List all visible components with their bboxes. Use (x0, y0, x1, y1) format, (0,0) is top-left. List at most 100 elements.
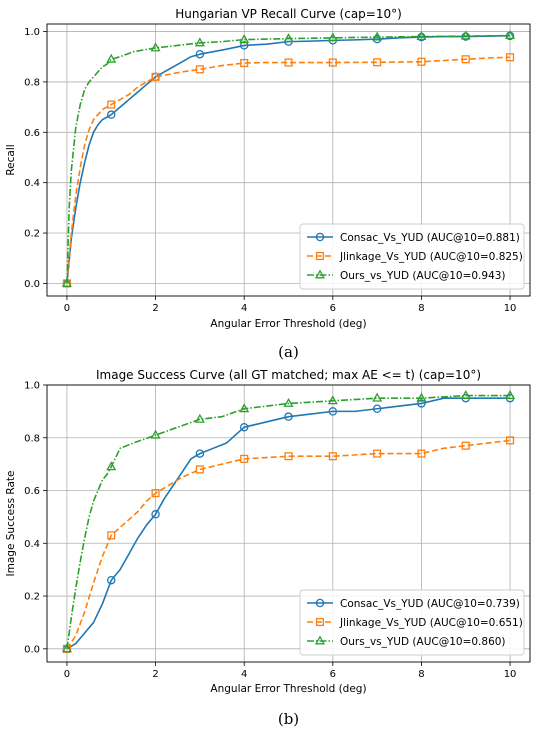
data-point-ours (106, 53, 117, 63)
x-tick-label: 0 (64, 669, 70, 680)
data-point-ours (150, 42, 161, 52)
series-line-jlinkage (66, 439, 511, 650)
y-tick-label: 1.0 (24, 27, 40, 38)
data-point-jlinkage (151, 489, 160, 498)
data-point-consac (107, 575, 116, 585)
chart-2: 0 2 4 6 8 10 0.0 0.2 0.4 0.6 0.8 1.0 Image Success C… (5, 368, 531, 728)
x-tick-label: 10 (504, 669, 517, 680)
y-tick-label: 0.4 (24, 539, 40, 550)
y-tick-label: 0.0 (24, 644, 40, 655)
data-point-ours (106, 461, 117, 471)
data-point-ours (372, 392, 383, 402)
y-axis-label: Recall (5, 144, 17, 175)
data-point-ours (460, 30, 471, 40)
data-point-consac (151, 510, 160, 519)
data-point-jlinkage (417, 57, 426, 66)
legend-marker-jlinkage (315, 617, 325, 627)
data-point-jlinkage (506, 53, 515, 62)
data-point-jlinkage (328, 452, 337, 461)
data-point-jlinkage (506, 436, 515, 445)
x-axis-label: Angular Error Threshold (deg) (210, 318, 366, 330)
y-axis-label: Image Success Rate (5, 471, 17, 577)
data-point-ours (194, 413, 205, 423)
data-point-jlinkage (284, 58, 293, 67)
data-point-jlinkage (328, 58, 337, 67)
legend-label: Consac_Vs_YUD (AUC@10=0.739) (340, 598, 520, 610)
data-point-jlinkage (373, 449, 382, 458)
legend-label: Jlinkage_Vs_YUD (AUC@10=0.825) (339, 251, 523, 263)
data-point-ours (505, 390, 516, 400)
data-point-jlinkage (461, 55, 470, 64)
data-point-ours (505, 30, 516, 40)
x-tick-label: 2 (152, 303, 158, 314)
legend-marker-ours (314, 269, 326, 279)
x-tick-label: 8 (418, 669, 424, 680)
x-axis-label: Angular Error Threshold (deg) (210, 683, 366, 695)
data-point-ours (416, 31, 427, 41)
legend: Consac_Vs_YUD (AUC@10=0.739) Jlinkage_Vs_… (299, 589, 525, 656)
data-point-ours (372, 31, 383, 41)
data-point-jlinkage (461, 441, 470, 450)
legend-label: Ours_vs_YUD (AUC@10=0.860) (340, 636, 506, 648)
legend-marker-consac (315, 598, 325, 608)
x-tick-label: 4 (241, 303, 247, 314)
data-point-ours (416, 392, 427, 402)
data-point-consac (195, 449, 205, 458)
plot-frame (46, 384, 531, 663)
legend-label: Ours_vs_YUD (AUC@10=0.943) (340, 270, 506, 282)
plot-frame (46, 23, 531, 297)
data-point-consac (328, 407, 338, 416)
data-point-ours (239, 403, 250, 413)
data-point-jlinkage (151, 72, 160, 81)
chart-title: Hungarian VP Recall Curve (cap=10°) (175, 7, 402, 21)
figure-caption: (b) (278, 710, 299, 728)
data-point-ours (61, 277, 72, 287)
x-tick-label: 0 (64, 303, 70, 314)
y-tick-label: 0.4 (24, 178, 40, 189)
series-line-ours (66, 34, 511, 284)
data-point-consac (239, 422, 249, 432)
data-point-jlinkage (240, 58, 249, 68)
data-point-consac (195, 49, 205, 59)
data-point-jlinkage (195, 65, 204, 74)
y-tick-label: 0.0 (24, 279, 40, 290)
data-point-consac (107, 110, 116, 119)
data-point-ours (283, 397, 294, 407)
series-line-consac (66, 397, 511, 650)
data-point-ours (327, 32, 338, 42)
y-tick-label: 0.6 (24, 128, 40, 139)
data-point-ours (460, 390, 471, 400)
data-point-ours (194, 37, 205, 47)
y-tick-label: 0.6 (24, 486, 40, 497)
chart-1: 0 2 4 6 8 10 0.0 0.2 0.4 0.6 0.8 1.0 Hungarian VP Re… (5, 7, 531, 361)
chart-title: Image Success Curve (all GT matched; max… (96, 368, 481, 382)
series-line-jlinkage (66, 56, 511, 284)
data-point-ours (283, 33, 294, 43)
data-point-consac (417, 399, 426, 408)
data-point-ours (61, 643, 72, 653)
legend-marker-consac (315, 232, 325, 242)
data-point-jlinkage (373, 58, 382, 67)
x-tick-label: 4 (241, 669, 247, 680)
data-point-consac (284, 412, 293, 421)
legend-label: Consac_Vs_YUD (AUC@10=0.881) (340, 232, 520, 244)
data-point-jlinkage (417, 449, 426, 458)
data-point-consac (372, 404, 382, 413)
y-tick-label: 0.8 (24, 433, 40, 444)
x-tick-label: 8 (418, 303, 424, 314)
legend-marker-jlinkage (315, 251, 325, 261)
x-tick-label: 6 (330, 303, 336, 314)
data-point-ours (239, 34, 250, 44)
figure-caption: (a) (278, 343, 299, 361)
x-tick-label: 2 (152, 669, 158, 680)
y-tick-label: 1.0 (24, 381, 40, 392)
legend-box (299, 223, 525, 290)
data-point-jlinkage (284, 452, 293, 461)
data-point-jlinkage (107, 100, 116, 109)
x-tick-label: 6 (330, 669, 336, 680)
data-point-jlinkage (107, 531, 116, 540)
x-tick-label: 10 (504, 303, 517, 314)
series-line-ours (66, 394, 511, 649)
